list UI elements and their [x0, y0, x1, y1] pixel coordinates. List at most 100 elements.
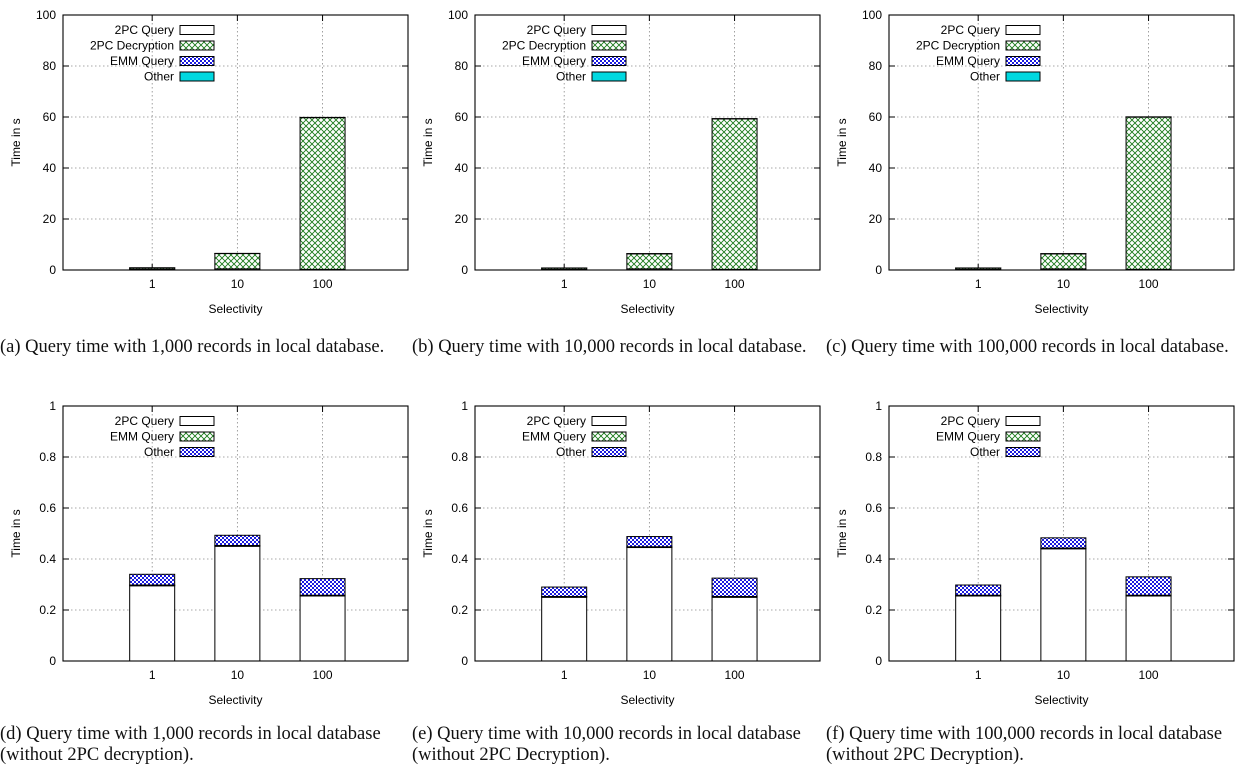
- legend-label: 2PC Decryption: [502, 39, 586, 53]
- chart-e: 0 0.2 0.4 0.6 0.8 1 1 10 100 Selectivity Time in s…: [421, 399, 821, 707]
- y-tick-label: 20: [455, 212, 469, 226]
- x-tick-label: 100: [1139, 277, 1159, 291]
- x-tick-label: 10: [231, 277, 245, 291]
- legend-swatch: [591, 71, 627, 82]
- x-tick-label: 10: [643, 277, 657, 291]
- legend-label: 2PC Query: [115, 414, 174, 428]
- legend-label: 2PC Query: [941, 414, 1000, 428]
- caption-e: (e) Query time with 10,000 records in lo…: [412, 724, 801, 765]
- y-tick-label: 0: [461, 654, 468, 668]
- y-tick-label: 100: [448, 8, 468, 22]
- caption-d: (d) Query time with 1,000 records in loc…: [0, 724, 381, 765]
- x-tick-label: 100: [313, 277, 333, 291]
- legend-swatch: [1005, 416, 1041, 426]
- legend-swatch: [1005, 71, 1041, 82]
- legend-label: EMM Query: [522, 54, 586, 68]
- y-tick-label: 0: [49, 654, 56, 668]
- legend-label: 2PC Query: [941, 23, 1000, 37]
- legend-label: 2PC Decryption: [90, 39, 174, 53]
- plot-frame: [474, 14, 821, 271]
- plot-frame: [62, 405, 409, 662]
- y-tick-label: 40: [869, 161, 883, 175]
- bar-segment: [626, 536, 673, 548]
- bar-segment: [711, 596, 758, 662]
- y-tick-label: 1: [49, 399, 56, 413]
- bar-segment: [1125, 595, 1172, 662]
- bar-segment: [626, 547, 673, 662]
- y-tick-label: 60: [43, 110, 57, 124]
- y-tick-label: 0.2: [39, 603, 56, 617]
- caption-f: (f) Query time with 100,000 records in l…: [826, 724, 1223, 765]
- y-tick-label: 40: [455, 161, 469, 175]
- chart-panel-c: 0 20 40 60 80 100 1 10 100 Selectivity Time in s 2P…: [826, 0, 1241, 390]
- y-tick-label: 0: [461, 263, 468, 277]
- caption-a: (a) Query time with 1,000 records in loc…: [0, 337, 385, 357]
- x-axis-label: Selectivity: [620, 302, 674, 316]
- legend-swatch: [591, 447, 627, 457]
- y-tick-label: 0.8: [451, 450, 468, 464]
- y-tick-label: 100: [36, 8, 56, 22]
- y-tick-label: 1: [461, 399, 468, 413]
- legend-swatch: [179, 447, 215, 457]
- y-tick-label: 0: [875, 654, 882, 668]
- x-tick-label: 1: [975, 277, 982, 291]
- legend-swatch: [1005, 25, 1041, 35]
- bar-segment: [214, 253, 261, 270]
- legend-label: EMM Query: [936, 54, 1000, 68]
- bar-segment: [541, 596, 588, 662]
- plot-frame: [62, 14, 409, 271]
- bar-segment: [214, 545, 261, 662]
- chart-panel-d: 0 0.2 0.4 0.6 0.8 1 1 10 100 Selectivity Time in s…: [0, 391, 415, 781]
- y-tick-label: 0.4: [39, 552, 56, 566]
- legend-label: Other: [970, 445, 1000, 459]
- x-tick-label: 100: [725, 277, 745, 291]
- caption-b: (b) Query time with 10,000 records in lo…: [412, 337, 807, 357]
- legend-swatch: [179, 431, 215, 442]
- x-axis-label: Selectivity: [208, 302, 262, 316]
- bar-segment: [1040, 253, 1087, 270]
- legend-swatch: [1005, 40, 1041, 51]
- x-axis-label: Selectivity: [1034, 302, 1088, 316]
- y-tick-label: 80: [455, 59, 469, 73]
- x-axis-label: Selectivity: [620, 693, 674, 707]
- chart-panel-e: 0 0.2 0.4 0.6 0.8 1 1 10 100 Selectivity Time in s…: [412, 391, 827, 781]
- legend-label: Other: [556, 70, 586, 84]
- x-tick-label: 10: [1057, 668, 1071, 682]
- y-tick-label: 0: [875, 263, 882, 277]
- y-tick-label: 20: [869, 212, 883, 226]
- y-axis-label: Time in s: [9, 509, 23, 557]
- caption-c: (c) Query time with 100,000 records in l…: [826, 337, 1229, 357]
- bar-segment: [299, 117, 346, 270]
- y-tick-label: 0.2: [451, 603, 468, 617]
- bar-segment: [299, 595, 346, 662]
- y-tick-label: 60: [869, 110, 883, 124]
- x-tick-label: 100: [1139, 668, 1159, 682]
- x-tick-label: 1: [561, 277, 568, 291]
- x-tick-label: 100: [313, 668, 333, 682]
- bar-segment: [299, 578, 346, 596]
- chart-d: 0 0.2 0.4 0.6 0.8 1 1 10 100 Selectivity Time in s…: [9, 399, 409, 707]
- bar-segment: [214, 534, 261, 546]
- bar-segment: [955, 584, 1002, 596]
- legend-swatch: [179, 25, 215, 35]
- legend-label: EMM Query: [522, 430, 586, 444]
- chart-f: 0 0.2 0.4 0.6 0.8 1 1 10 100 Selectivity Time in s…: [835, 399, 1235, 707]
- legend-swatch: [591, 25, 627, 35]
- x-tick-label: 1: [149, 277, 156, 291]
- y-axis-label: Time in s: [835, 118, 849, 166]
- chart-b: 0 20 40 60 80 100 1 10 100 Selectivity Time in s 2P…: [421, 8, 821, 316]
- plot-frame: [888, 405, 1235, 662]
- legend-swatch: [1005, 447, 1041, 457]
- y-tick-label: 0.8: [39, 450, 56, 464]
- bar-segment: [1040, 537, 1087, 549]
- legend-label: EMM Query: [110, 54, 174, 68]
- chart-panel-f: 0 0.2 0.4 0.6 0.8 1 1 10 100 Selectivity Time in s…: [826, 391, 1241, 781]
- legend-label: 2PC Query: [115, 23, 174, 37]
- y-tick-label: 80: [43, 59, 57, 73]
- legend-label: Other: [556, 445, 586, 459]
- bar-segment: [1125, 576, 1172, 596]
- y-tick-label: 40: [43, 161, 57, 175]
- bar-segment: [955, 595, 1002, 662]
- y-tick-label: 60: [455, 110, 469, 124]
- y-tick-label: 0.8: [865, 450, 882, 464]
